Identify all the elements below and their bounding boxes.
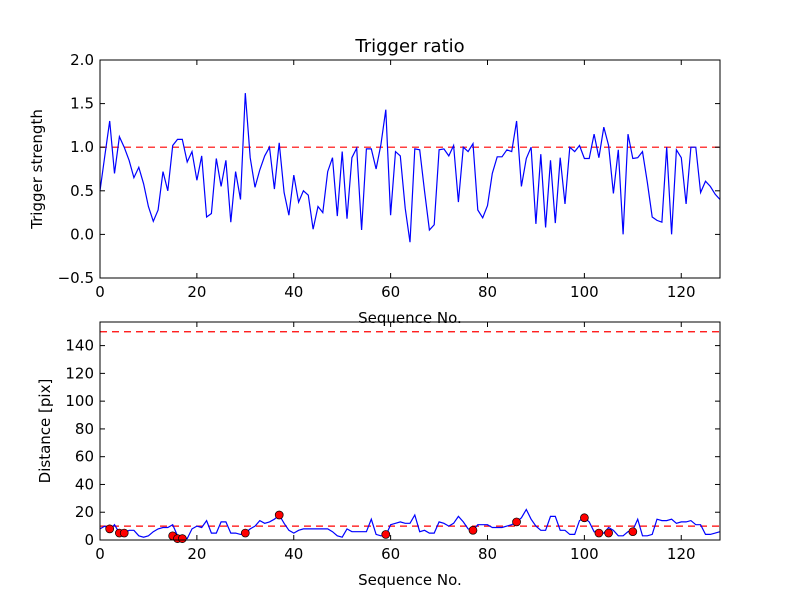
y-tick-label: 140 (65, 337, 94, 355)
x-tick-label: 80 (478, 545, 497, 563)
series-line (99, 508, 721, 540)
axes-frame (99, 321, 721, 541)
x-axis-label: Sequence No. (358, 309, 462, 327)
series-line (99, 93, 721, 243)
x-tick-label: 120 (667, 545, 696, 563)
detection-marker (274, 510, 284, 520)
x-tick-label: 60 (381, 545, 400, 563)
x-tick-label: 100 (570, 283, 599, 301)
y-tick-label: 1.0 (70, 138, 94, 156)
x-tick-label: 40 (284, 283, 303, 301)
y-axis-label: Distance [pix] (36, 379, 54, 484)
detection-marker (512, 517, 521, 527)
x-tick-label: 120 (667, 283, 696, 301)
detection-marker (105, 524, 115, 534)
x-tick-label: 100 (570, 545, 599, 563)
detection-marker (119, 528, 129, 538)
y-tick-label: 2.0 (70, 51, 94, 69)
detection-marker (594, 528, 604, 538)
x-tick-label: 0 (95, 283, 105, 301)
y-tick-label: 60 (75, 448, 94, 466)
detection-marker (628, 527, 638, 537)
y-tick-label: 0.0 (70, 225, 94, 243)
detection-marker (604, 528, 613, 538)
x-tick-label: 60 (381, 283, 400, 301)
distance-chart: 0 20 40 60 80 100 120 0 20 40 60 80 100 120 140 Sequenc… (36, 321, 721, 589)
trigger-ratio-chart: Trigger ratio 0 20 40 60 80 100 120 −0.5 0.0 0.5 1.… (28, 36, 721, 327)
y-tick-label: 20 (75, 503, 94, 521)
y-tick-label: 0 (84, 531, 94, 549)
detection-marker (381, 530, 391, 539)
x-tick-label: 40 (284, 545, 303, 563)
x-tick-label: 80 (478, 283, 497, 301)
x-tick-label: 20 (187, 283, 206, 301)
y-tick-label: 100 (65, 392, 94, 410)
y-tick-label: 40 (75, 475, 94, 493)
y-tick-label: 0.5 (70, 182, 94, 200)
axes-frame (99, 59, 721, 279)
detection-marker (177, 534, 187, 543)
detection-marker (580, 513, 589, 523)
detection-marker (468, 525, 478, 535)
x-axis-label: Sequence No. (358, 571, 462, 589)
detection-marker (240, 528, 250, 538)
x-tick-label: 20 (187, 545, 206, 563)
y-tick-label: 1.5 (70, 95, 94, 113)
chart-title: Trigger ratio (354, 36, 464, 57)
x-tick-label: 0 (95, 545, 105, 563)
y-tick-label: 120 (65, 364, 94, 382)
y-tick-label: −0.5 (58, 269, 94, 287)
y-tick-label: 80 (75, 420, 94, 438)
y-axis-label: Trigger strength (28, 109, 46, 230)
